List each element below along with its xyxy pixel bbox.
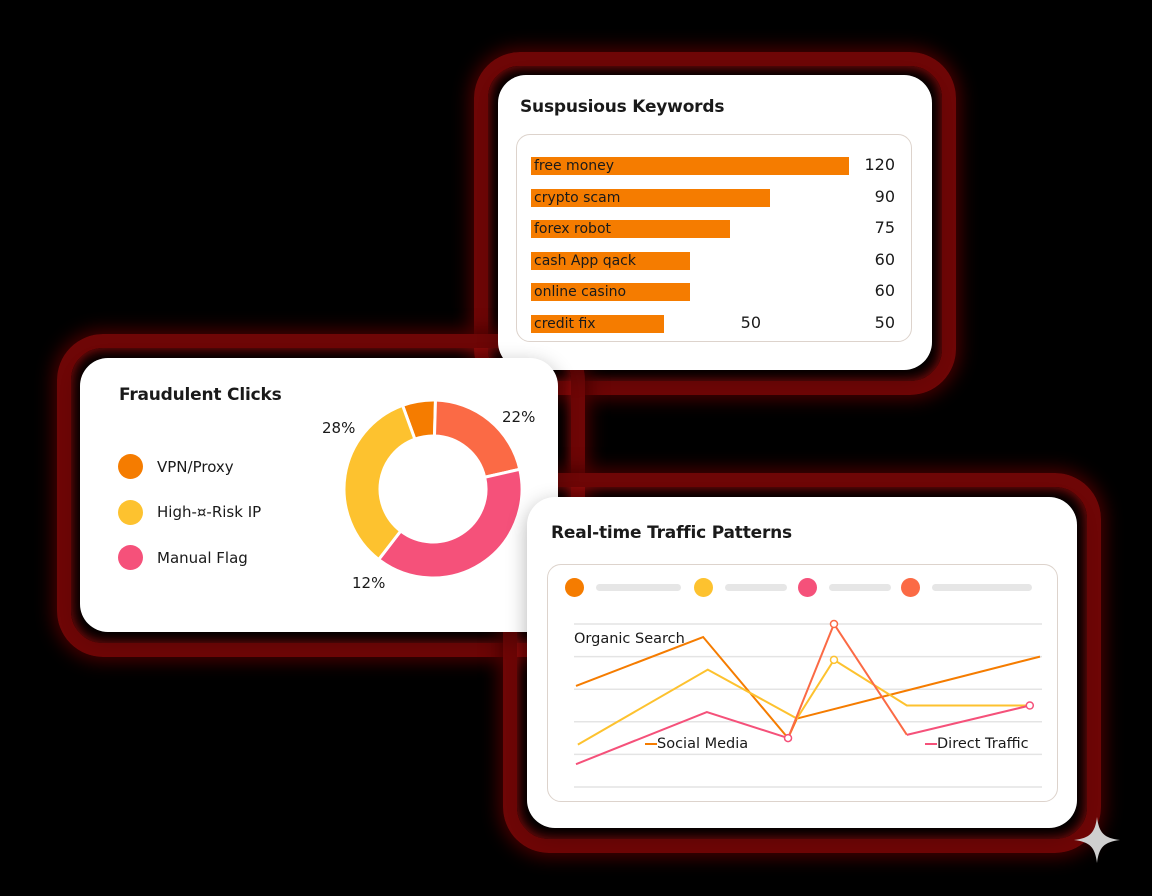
- organic-search-label: Organic Search: [574, 631, 685, 647]
- series-line: [787, 621, 908, 739]
- legend-label: VPN/Proxy: [157, 457, 234, 476]
- keywords-halo: [474, 52, 956, 395]
- bar-chart-frame: [516, 134, 912, 342]
- bar: credit fix: [531, 314, 664, 333]
- traffic-halo: [503, 473, 1101, 853]
- data-point: [829, 655, 839, 665]
- bar-value: 75: [874, 218, 895, 237]
- card-title: Fraudulent Clicks: [119, 385, 282, 405]
- bar-value: 120: [864, 155, 895, 174]
- bar: free money: [531, 157, 849, 175]
- social-media-label: Social Media: [645, 736, 748, 752]
- legend-item: High-¤-Risk IP: [118, 499, 262, 525]
- legend-swatch: [118, 454, 143, 479]
- line-chart-frame: [547, 564, 1058, 802]
- data-point: [829, 619, 839, 629]
- legend-item: Manual Flag: [118, 545, 248, 570]
- bar-value: 50: [874, 312, 895, 332]
- legend-swatch: [118, 545, 143, 570]
- data-point: [783, 733, 793, 743]
- bar-label: crypto scam: [534, 189, 621, 206]
- bar-label: online casino: [534, 284, 627, 300]
- legend-placeholder: [829, 584, 891, 591]
- suspicious-keywords-card: Suspusious Keywords free money 120 crypto …: [498, 75, 932, 370]
- pct-label: 12%: [352, 574, 386, 592]
- card-title: Suspusious Keywords: [520, 97, 725, 117]
- donut-chart: [342, 398, 524, 580]
- legend-dot: [694, 578, 713, 597]
- legend-placeholder: [932, 584, 1032, 591]
- series-line: [577, 658, 1030, 746]
- bar-value: 60: [874, 249, 895, 269]
- bar: forex robot: [531, 220, 730, 238]
- legend-dot: [901, 578, 920, 597]
- card-title: Real-time Traffic Patterns: [551, 523, 792, 543]
- bar-label: credit fix: [534, 315, 596, 332]
- bar-label: cash App qack: [534, 252, 636, 269]
- bar-label: forex robot: [534, 221, 611, 237]
- bar-value: 60: [874, 281, 895, 300]
- donut-slice: [376, 467, 524, 580]
- legend-dot: [798, 578, 817, 597]
- legend-item: VPN/Proxy: [118, 454, 234, 479]
- bar: crypto scam: [531, 188, 770, 207]
- traffic-patterns-card: Real-time Traffic Patterns Organic Searc…: [527, 497, 1077, 828]
- bar-value: 90: [874, 186, 895, 206]
- legend-placeholder: [596, 584, 681, 591]
- series-line: [575, 704, 1031, 766]
- line-chart: [574, 619, 1042, 788]
- bar: cash App qack: [531, 251, 690, 270]
- pct-label: 22%: [502, 408, 536, 426]
- sparkle-icon: [1074, 817, 1120, 863]
- bar-label: free money: [534, 158, 615, 174]
- legend-label: Manual Flag: [157, 548, 248, 567]
- data-point: [1025, 701, 1035, 710]
- fraudulent-clicks-card: Fraudulent Clicks VPN/Proxy High-¤-Risk I…: [80, 358, 558, 632]
- direct-traffic-label: Direct Traffic: [925, 736, 1029, 752]
- legend-label: High-¤-Risk IP: [157, 503, 262, 521]
- legend-dot: [565, 578, 584, 597]
- legend-swatch: [118, 499, 143, 525]
- bar: online casino: [531, 283, 690, 301]
- bar-extra-value: 50: [740, 312, 761, 332]
- legend-placeholder: [725, 584, 787, 591]
- pct-label: 28%: [322, 419, 356, 437]
- donut-slice: [342, 403, 417, 562]
